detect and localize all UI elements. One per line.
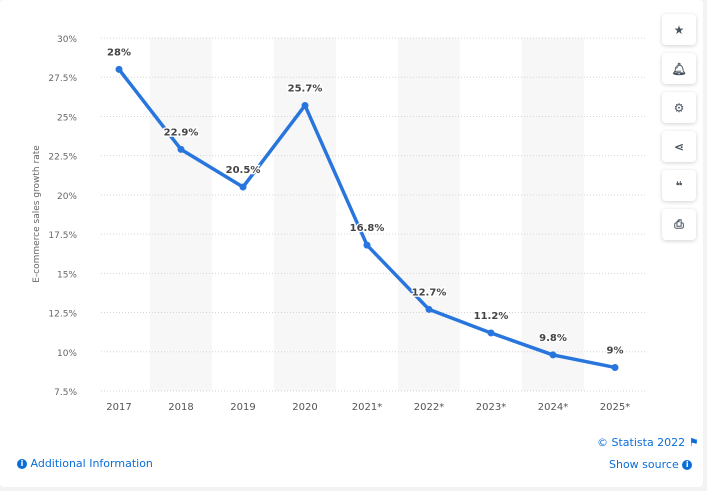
share-button[interactable]: ⋖ — [662, 131, 696, 162]
data-label: 9.8% — [539, 333, 567, 344]
y-tick-label: 12.5% — [48, 310, 77, 320]
print-icon: ⎙ — [674, 217, 684, 231]
share-icon: ⋖ — [673, 139, 685, 154]
data-label: 28% — [107, 47, 131, 58]
data-point — [363, 241, 371, 249]
x-tick-label: 2023* — [476, 402, 506, 413]
x-tick-label: 2020 — [292, 402, 317, 413]
gear-icon: ⚙ — [673, 100, 685, 115]
data-label: 16.8% — [350, 223, 385, 234]
y-tick-label: 20% — [57, 192, 77, 202]
x-tick-label: 2021* — [352, 402, 382, 413]
y-tick-label: 25% — [57, 113, 77, 123]
print-button[interactable]: ⎙ — [662, 209, 696, 240]
info-icon: i — [17, 459, 27, 469]
data-label: 12.7% — [412, 287, 447, 298]
additional-info-text: Additional Information — [30, 457, 153, 470]
x-tick-label: 2025* — [600, 402, 630, 413]
data-label: 22.9% — [164, 127, 199, 138]
column-band — [522, 38, 584, 391]
x-tick-label: 2018 — [168, 402, 193, 413]
data-point — [239, 183, 247, 191]
quote-icon: ❝ — [675, 178, 683, 193]
show-source-text: Show source — [609, 458, 679, 471]
data-point — [177, 145, 185, 153]
y-tick-label: 17.5% — [48, 231, 77, 241]
data-point — [115, 65, 123, 73]
y-tick-label: 22.5% — [48, 153, 77, 163]
data-point — [611, 363, 619, 371]
flag-icon: ⚑ — [688, 436, 699, 449]
y-tick-label: 27.5% — [48, 74, 77, 84]
y-tick-label: 15% — [57, 270, 77, 280]
settings-button[interactable]: ⚙ — [662, 92, 696, 123]
data-label: 25.7% — [288, 83, 323, 94]
y-tick-label: 7.5% — [54, 388, 77, 398]
data-point — [549, 351, 557, 359]
data-label: 20.5% — [226, 165, 261, 176]
x-tick-label: 2017 — [106, 402, 131, 413]
star-icon: ★ — [673, 22, 685, 37]
favorite-button[interactable]: ★ — [662, 14, 696, 45]
info-icon: i — [682, 460, 693, 470]
x-tick-label: 2019 — [230, 402, 255, 413]
x-tick-label: 2022* — [414, 402, 444, 413]
copyright-text: © Statista 2022 — [597, 436, 686, 449]
additional-info-link[interactable]: i Additional Information — [17, 457, 153, 470]
bell-icon: 🔔︎ — [671, 61, 687, 76]
y-tick-label: 10% — [57, 349, 77, 359]
column-band — [274, 38, 336, 391]
copyright-link[interactable]: © Statista 2022 ⚑ — [597, 436, 699, 449]
column-band — [150, 38, 212, 391]
x-tick-label: 2024* — [538, 402, 568, 413]
data-label: 9% — [607, 345, 624, 356]
data-point — [487, 329, 495, 337]
y-tick-label: 30% — [57, 35, 77, 45]
data-point — [301, 101, 309, 109]
y-axis-label: E-commerce sales growth rate — [32, 145, 42, 283]
column-band — [398, 38, 460, 391]
notification-button[interactable]: 🔔︎ — [662, 53, 696, 84]
data-label: 11.2% — [474, 311, 509, 322]
line-chart: 7.5% 10% 12.5% 15% 17.5% 20% 22.5% 25% 27.5% 30% E… — [32, 35, 647, 413]
show-source-link[interactable]: Show source i — [609, 458, 693, 471]
data-point — [425, 305, 433, 313]
cite-button[interactable]: ❝ — [662, 170, 696, 201]
